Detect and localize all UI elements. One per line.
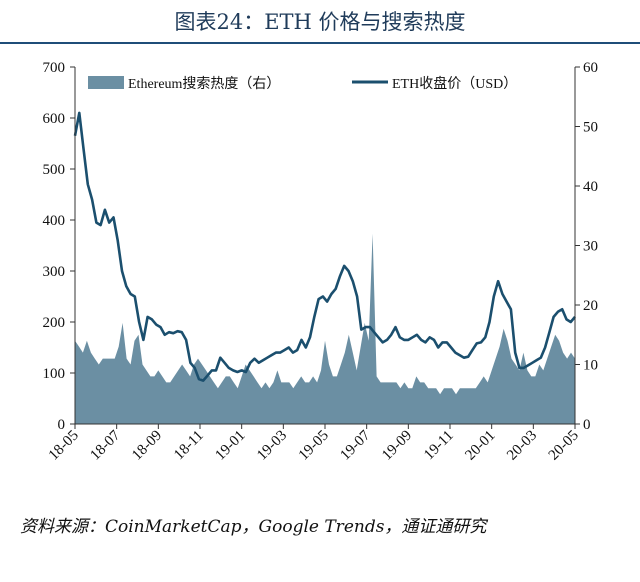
legend: Ethereum搜索热度（右） ETH收盘价（USD） — [88, 75, 517, 92]
x-tick-label: 20-01 — [462, 428, 498, 464]
x-tick-label: 20-03 — [504, 428, 540, 464]
y-right-tick-label: 0 — [583, 417, 591, 433]
y-right-tick-label: 60 — [583, 60, 598, 76]
y-right-tick-label: 30 — [583, 239, 598, 255]
y-left-tick-label: 200 — [43, 315, 66, 331]
x-tick-label: 20-05 — [546, 428, 582, 464]
eth-price-line — [73, 111, 576, 382]
x-tick-label: 19-07 — [337, 427, 373, 463]
y-right-tick-label: 10 — [583, 358, 598, 374]
x-tick-label: 19-01 — [212, 428, 248, 464]
x-tick-label: 19-05 — [296, 428, 332, 464]
y-left-tick-label: 500 — [43, 162, 66, 178]
legend-label-search: Ethereum搜索热度（右） — [128, 75, 280, 92]
title-divider — [0, 42, 640, 44]
x-tick-label: 18-07 — [87, 427, 123, 463]
legend-swatch-search — [88, 76, 124, 89]
y-left-tick-label: 300 — [43, 264, 66, 280]
x-tick-label: 19-09 — [379, 428, 415, 464]
chart-area: 0 100 200 300 400 500 600 700 0 10 20 30 40 50 60 18-05… — [43, 60, 599, 464]
x-tick-label: 19-03 — [254, 428, 290, 464]
y-left-tick-label: 100 — [43, 366, 66, 382]
source-note: 资料来源：CoinMarketCap，Google Trends，通证通研究 — [20, 517, 487, 537]
chart-title: 图表24：ETH 价格与搜索热度 — [174, 10, 466, 34]
y-left-tick-label: 400 — [43, 213, 66, 229]
x-tick-label: 19-11 — [421, 428, 457, 464]
y-left-tick-label: 0 — [58, 417, 66, 433]
search-interest-area — [75, 233, 575, 424]
y-left-tick-label: 600 — [43, 111, 66, 127]
y-left-tick-label: 700 — [43, 60, 66, 76]
legend-label-price: ETH收盘价（USD） — [392, 75, 517, 92]
y-right-tick-label: 20 — [583, 298, 598, 314]
x-tick-label: 18-11 — [171, 428, 207, 464]
y-right-tick-label: 40 — [583, 179, 598, 195]
x-tick-label: 18-09 — [129, 428, 165, 464]
x-tick-label: 18-05 — [46, 428, 82, 464]
y-right-tick-label: 50 — [583, 120, 598, 136]
